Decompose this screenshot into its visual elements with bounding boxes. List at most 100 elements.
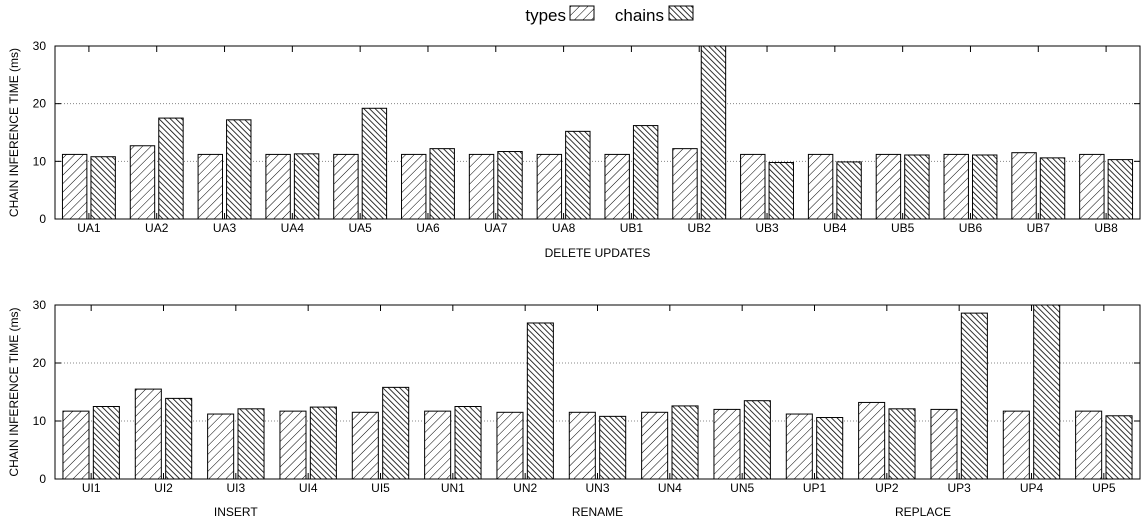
bar-chains-UB6 (972, 154, 998, 220)
bar-types-UN5 (713, 408, 741, 480)
bar-chains-UA4 (293, 153, 320, 220)
bar-chains-UB4 (836, 161, 862, 220)
bar-chains-UI1 (92, 406, 120, 480)
bar-chains-UB8 (1107, 159, 1134, 220)
y-tick-label: 20 (33, 356, 47, 370)
bar-types-UA8 (536, 153, 563, 220)
group-label-insert: INSERT (214, 505, 258, 519)
chart-panel-insert-rename-replace: 0 10 20 30 UI1 UI2 UI3 UI4 UI5 UN1 UN2 UN3 UN4 UN5 UP1… (7, 298, 1141, 519)
x-tick-label-UA3: UA3 (213, 221, 237, 235)
plot-frame (54, 45, 1141, 220)
bar-types-UN4 (641, 411, 669, 480)
x-tick-label-UB1: UB1 (620, 221, 644, 235)
x-tick-label-UN5: UN5 (730, 481, 754, 495)
bar-chains-UP5 (1105, 415, 1133, 480)
bar-chains-UN1 (454, 406, 482, 480)
x-tick-label-UB4: UB4 (823, 221, 847, 235)
bar-chains-UB2 (700, 45, 727, 220)
group-label-replace: REPLACE (895, 505, 951, 519)
bar-chains-UA7 (497, 151, 523, 220)
x-tick-label-UB2: UB2 (688, 221, 712, 235)
x-tick-label-UB8: UB8 (1094, 221, 1118, 235)
bar-chains-UN5 (743, 400, 771, 480)
bar-types-UP5 (1075, 410, 1103, 480)
y-tick-label: 20 (33, 97, 47, 111)
bar-types-UI5 (351, 411, 379, 480)
bar-types-UP3 (930, 408, 958, 480)
bar-types-UN2 (496, 411, 524, 480)
chart-panel-delete-updates: 0 10 20 30 UA1 UA2 UA3 UA4 UA5 UA6 UA7 UA8 UB1 UB2 UB3… (7, 39, 1141, 260)
bar-chains-UP2 (888, 408, 916, 480)
x-tick-label-UA7: UA7 (484, 221, 508, 235)
y-axis-label: CHAIN INFERENCE TIME (ms) (7, 307, 21, 476)
bar-chains-UA5 (361, 107, 388, 220)
x-tick-label-UN2: UN2 (513, 481, 537, 495)
x-tick-label-UA2: UA2 (145, 221, 169, 235)
bar-types-UA3 (197, 153, 223, 220)
bar-types-UI2 (134, 388, 162, 480)
x-tick-label-UP5: UP5 (1092, 481, 1116, 495)
bar-types-UB4 (807, 153, 834, 220)
x-tick-label-UA5: UA5 (348, 221, 372, 235)
y-tick-label: 0 (39, 212, 46, 226)
x-tick-label-UA8: UA8 (552, 221, 576, 235)
bar-chains-UB3 (768, 161, 794, 220)
x-tick-label-UA4: UA4 (281, 221, 305, 235)
bar-types-UN1 (424, 410, 452, 480)
group-label-rename: RENAME (572, 505, 623, 519)
x-tick-label-UI4: UI4 (299, 481, 318, 495)
x-tick-label-UB3: UB3 (755, 221, 779, 235)
bar-types-UA1 (61, 153, 88, 220)
bar-chains-UA2 (158, 117, 184, 220)
bar-chains-UP3 (960, 312, 988, 480)
x-tick-label-UA6: UA6 (416, 221, 440, 235)
bar-types-UA5 (333, 153, 359, 220)
bar-types-UA4 (265, 153, 291, 220)
x-tick-label-UI5: UI5 (371, 481, 390, 495)
y-axis-label: CHAIN INFERENCE TIME (ms) (7, 48, 21, 217)
x-tick-label-UI1: UI1 (82, 481, 101, 495)
bar-types-UA2 (129, 145, 156, 220)
bar-types-UI3 (207, 413, 235, 480)
legend-label-types: types (525, 6, 566, 25)
bar-chains-UP4 (1033, 304, 1061, 480)
legend: types chains (525, 5, 694, 25)
x-tick-label-UN3: UN3 (585, 481, 609, 495)
bar-chains-UN2 (526, 322, 554, 480)
bar-types-UB2 (672, 148, 698, 220)
bar-types-UP1 (785, 413, 813, 480)
legend-swatch-chains (668, 5, 694, 21)
bar-chains-UI3 (237, 408, 265, 480)
legend-swatch-types (569, 5, 595, 21)
bar-chains-UI4 (309, 406, 337, 480)
bar-types-UB1 (604, 153, 630, 220)
x-tick-label-UP3: UP3 (947, 481, 971, 495)
x-tick-label-UP4: UP4 (1020, 481, 1044, 495)
x-tick-label-UB7: UB7 (1027, 221, 1051, 235)
bar-types-UA6 (401, 153, 427, 220)
bar-types-UI1 (62, 410, 90, 480)
bar-chains-UB5 (904, 154, 930, 220)
bar-types-UB6 (943, 153, 969, 220)
bar-types-UP4 (1002, 410, 1030, 480)
bar-chains-UN3 (599, 415, 627, 480)
bar-types-UB8 (1079, 153, 1105, 220)
y-tick-label: 10 (33, 414, 47, 428)
x-tick-label-UB6: UB6 (959, 221, 983, 235)
x-tick-label-UN1: UN1 (441, 481, 465, 495)
y-tick-label: 30 (33, 39, 47, 53)
bar-chains-UP1 (816, 417, 844, 480)
bar-types-UB7 (1011, 152, 1037, 220)
x-tick-label-UN4: UN4 (658, 481, 682, 495)
bar-types-UN3 (568, 411, 596, 480)
bar-types-UA7 (468, 153, 495, 220)
legend-label-chains: chains (615, 6, 664, 25)
bar-types-UI4 (279, 410, 307, 480)
x-tick-label-UI3: UI3 (226, 481, 245, 495)
x-tick-label-UB5: UB5 (891, 221, 915, 235)
y-tick-label: 0 (39, 472, 46, 486)
bar-chains-UA1 (90, 156, 116, 220)
x-tick-label-UI2: UI2 (154, 481, 173, 495)
bar-chains-UN4 (671, 405, 699, 480)
